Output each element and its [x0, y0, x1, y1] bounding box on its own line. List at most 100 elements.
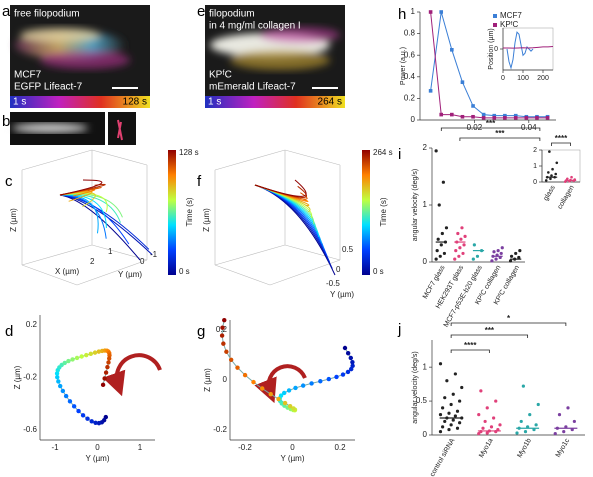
trajectory-point [105, 364, 110, 370]
data-point [517, 255, 521, 260]
data-point [440, 231, 444, 236]
data-point [456, 231, 460, 236]
data-point [508, 259, 513, 263]
trajectory-point [345, 351, 351, 356]
data-point [445, 379, 449, 383]
trajectory-point [106, 360, 111, 365]
image-caption: free filopodium [14, 9, 80, 20]
image-caption: filopodium [209, 9, 255, 20]
tick-label: -1 [51, 443, 59, 452]
image-caption: MCF7 [14, 70, 42, 81]
filopodium-a [15, 28, 130, 69]
data-point [519, 419, 523, 424]
data-point [455, 409, 460, 413]
data-point [492, 250, 496, 254]
trajectory-point [340, 372, 346, 377]
data-point [513, 113, 518, 118]
data-point [492, 113, 497, 118]
data-point [523, 430, 528, 434]
data-point [572, 419, 576, 424]
tick-label: -0.5 [326, 279, 340, 288]
axis-title: Y (µm) [85, 454, 109, 463]
data-point [460, 80, 465, 84]
data-point [547, 171, 550, 174]
legend-swatch [493, 23, 497, 27]
trajectory-point [85, 416, 90, 421]
data-point [438, 413, 443, 417]
data-point [460, 114, 465, 119]
data-point [439, 112, 444, 117]
data-point [428, 89, 433, 93]
data-point [500, 246, 504, 250]
image-b2 [108, 112, 136, 145]
axis-title: Y (µm) [280, 454, 304, 463]
data-point [463, 234, 467, 238]
y-tick-label: 1 [411, 7, 416, 16]
data-point [434, 149, 438, 153]
axis-title: Z (µm) [13, 365, 22, 389]
panel-letter: d [5, 323, 13, 340]
trajectory-point [74, 355, 80, 361]
data-point [460, 226, 464, 230]
significance: **** [555, 134, 568, 143]
data-point [437, 203, 441, 207]
data-point [471, 257, 475, 261]
data-point [518, 249, 522, 253]
axis-title: Y (µm) [330, 290, 354, 299]
colorbar-label: 0 s [179, 267, 190, 276]
data-point [550, 174, 553, 177]
axis-frame [21, 149, 93, 171]
y-tick-label: 0.5 [416, 396, 428, 405]
image-caption: in 4 mg/ml collagen I [209, 21, 301, 32]
data-point [545, 116, 550, 120]
data-point [457, 254, 461, 258]
x-tick-label: 0 [501, 75, 505, 82]
tick-label: 1 [138, 443, 143, 452]
y-tick-label: 0 [423, 430, 428, 439]
trajectory-point [348, 355, 353, 361]
colorbar-title: Time (s) [379, 197, 388, 226]
axis-frame [76, 259, 148, 286]
time-colorbar [10, 96, 150, 108]
data-point [459, 237, 463, 241]
trajectory-point [334, 374, 339, 380]
trajectory-point [224, 349, 229, 354]
data-point [553, 432, 557, 436]
data-point [439, 243, 443, 247]
trajectory-point [251, 379, 256, 385]
data-point [447, 411, 451, 415]
axis-title: Y (µm) [118, 270, 142, 279]
axis-frame [214, 264, 271, 286]
trajectory-point [88, 351, 93, 357]
x-tick-label: Myo1b [516, 437, 533, 459]
data-point [451, 418, 455, 422]
data-point [449, 423, 453, 427]
trajectory-point [103, 370, 109, 375]
y-axis-title: angular velocity (deg/s) [412, 351, 419, 423]
y-tick-label: 0 [533, 179, 537, 186]
significance: *** [486, 119, 496, 128]
x-tick-label: Myo1a [478, 437, 495, 459]
data-point [515, 431, 519, 435]
trajectory-point [58, 383, 63, 389]
tick-label: 0.5 [342, 245, 354, 254]
colorbar-label: 0 s [373, 267, 384, 276]
trajectory-point [76, 408, 81, 414]
data-point [453, 414, 457, 418]
tick-label: 0 [140, 257, 145, 266]
significance: *** [485, 326, 495, 335]
tick-label: 0.2 [26, 320, 38, 329]
data-point [438, 254, 442, 258]
data-point [490, 259, 494, 263]
data-point [442, 251, 446, 256]
panel-letter: g [197, 323, 205, 340]
data-point [477, 432, 481, 436]
data-point [483, 419, 487, 424]
trajectory-point [107, 356, 112, 361]
data-point [428, 10, 433, 14]
tick-label: 0 [336, 265, 341, 274]
x-tick-label: Myo1c [555, 437, 572, 459]
colorbar [362, 150, 370, 275]
axis-frame [21, 244, 93, 266]
